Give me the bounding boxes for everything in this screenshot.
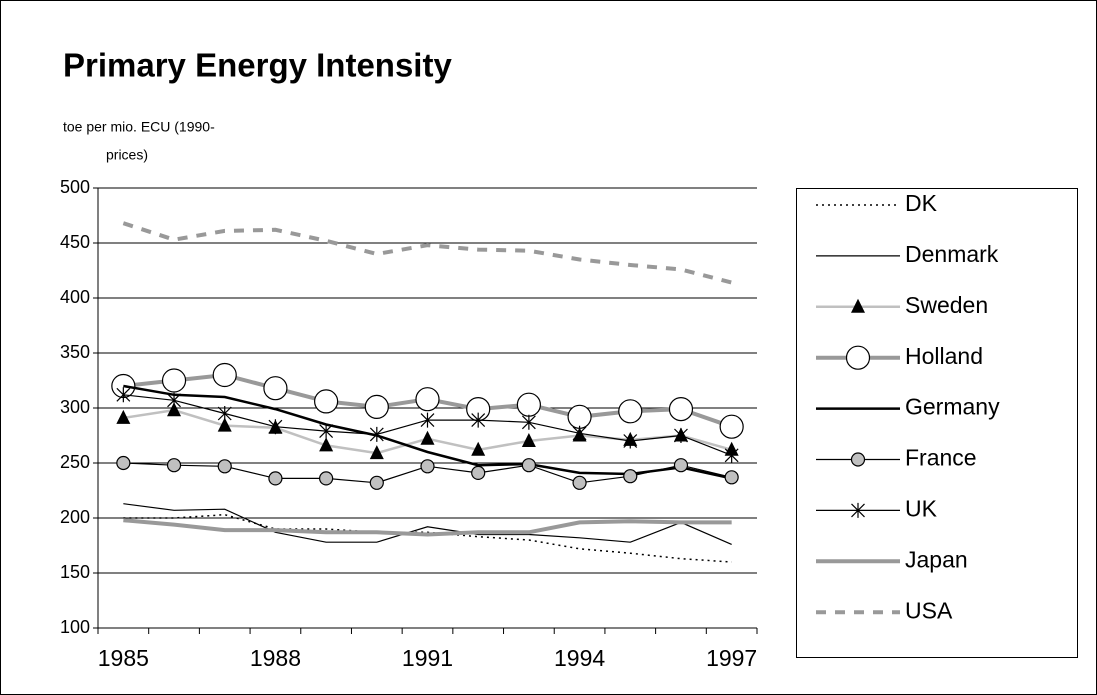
marker bbox=[521, 458, 536, 473]
y-tick-label: 200 bbox=[60, 507, 90, 527]
marker bbox=[268, 471, 283, 486]
legend-label: DK bbox=[905, 190, 938, 216]
marker bbox=[319, 471, 334, 486]
legend-label: Sweden bbox=[905, 292, 988, 318]
marker bbox=[567, 404, 592, 429]
series-line bbox=[123, 518, 732, 537]
marker bbox=[369, 445, 384, 460]
marker bbox=[471, 441, 486, 456]
marker bbox=[268, 419, 283, 435]
x-tick-label: 1997 bbox=[706, 645, 757, 671]
y-tick-label: 100 bbox=[60, 617, 90, 637]
marker bbox=[572, 425, 587, 441]
x-tick-label: 1991 bbox=[402, 645, 453, 671]
marker bbox=[420, 430, 435, 445]
legend-box bbox=[796, 188, 1078, 658]
marker bbox=[161, 368, 187, 393]
marker bbox=[217, 406, 232, 421]
legend-label: UK bbox=[905, 495, 938, 521]
marker bbox=[116, 455, 131, 471]
legend-label: Germany bbox=[905, 394, 1000, 420]
marker bbox=[471, 412, 486, 428]
series-line bbox=[122, 221, 733, 285]
marker bbox=[674, 428, 688, 443]
series-line bbox=[123, 513, 732, 563]
marker bbox=[724, 447, 739, 463]
marker bbox=[668, 397, 694, 422]
x-tick-label: 1994 bbox=[554, 645, 605, 671]
y-tick-label: 300 bbox=[60, 397, 90, 417]
chart-title: Primary Energy Intensity bbox=[63, 47, 452, 84]
x-tick-label: 1988 bbox=[250, 645, 301, 671]
marker bbox=[516, 392, 541, 417]
y-tick-label: 450 bbox=[60, 232, 90, 252]
y-tick-label: 150 bbox=[60, 562, 90, 582]
marker bbox=[217, 417, 232, 432]
marker bbox=[851, 502, 865, 518]
marker bbox=[116, 387, 131, 403]
series-line bbox=[123, 503, 732, 545]
marker bbox=[167, 402, 182, 417]
marker bbox=[166, 458, 182, 473]
marker bbox=[471, 465, 486, 480]
marker bbox=[116, 409, 131, 424]
y-axis-label: prices) bbox=[106, 147, 148, 163]
marker bbox=[572, 475, 587, 490]
marker bbox=[263, 376, 288, 401]
legend-label: Holland bbox=[905, 343, 983, 369]
y-tick-label: 250 bbox=[60, 452, 90, 472]
marker bbox=[521, 433, 536, 447]
marker bbox=[850, 452, 866, 467]
legend-label: USA bbox=[905, 597, 953, 623]
y-axis-label: toe per mio. ECU (1990- bbox=[63, 119, 215, 135]
marker bbox=[217, 459, 232, 474]
x-tick-label: 1985 bbox=[98, 645, 149, 671]
marker bbox=[364, 394, 389, 419]
marker bbox=[724, 470, 739, 485]
marker bbox=[319, 423, 334, 439]
marker bbox=[415, 387, 440, 412]
marker bbox=[719, 414, 744, 439]
legend-label: Denmark bbox=[905, 241, 999, 267]
marker bbox=[851, 298, 865, 313]
marker bbox=[623, 469, 638, 484]
marker bbox=[212, 362, 237, 388]
marker bbox=[319, 437, 334, 452]
marker bbox=[618, 399, 643, 424]
marker bbox=[369, 426, 384, 442]
marker bbox=[623, 433, 638, 449]
marker bbox=[420, 412, 435, 428]
marker bbox=[167, 392, 181, 408]
marker bbox=[369, 475, 384, 490]
legend-label: France bbox=[905, 445, 977, 471]
y-tick-label: 400 bbox=[60, 287, 90, 307]
y-tick-label: 350 bbox=[60, 342, 90, 362]
marker bbox=[673, 458, 689, 473]
marker bbox=[521, 414, 536, 430]
marker bbox=[314, 389, 339, 414]
legend-label: Japan bbox=[905, 546, 968, 572]
y-tick-label: 500 bbox=[60, 177, 90, 197]
marker bbox=[420, 459, 435, 474]
marker bbox=[845, 345, 871, 370]
